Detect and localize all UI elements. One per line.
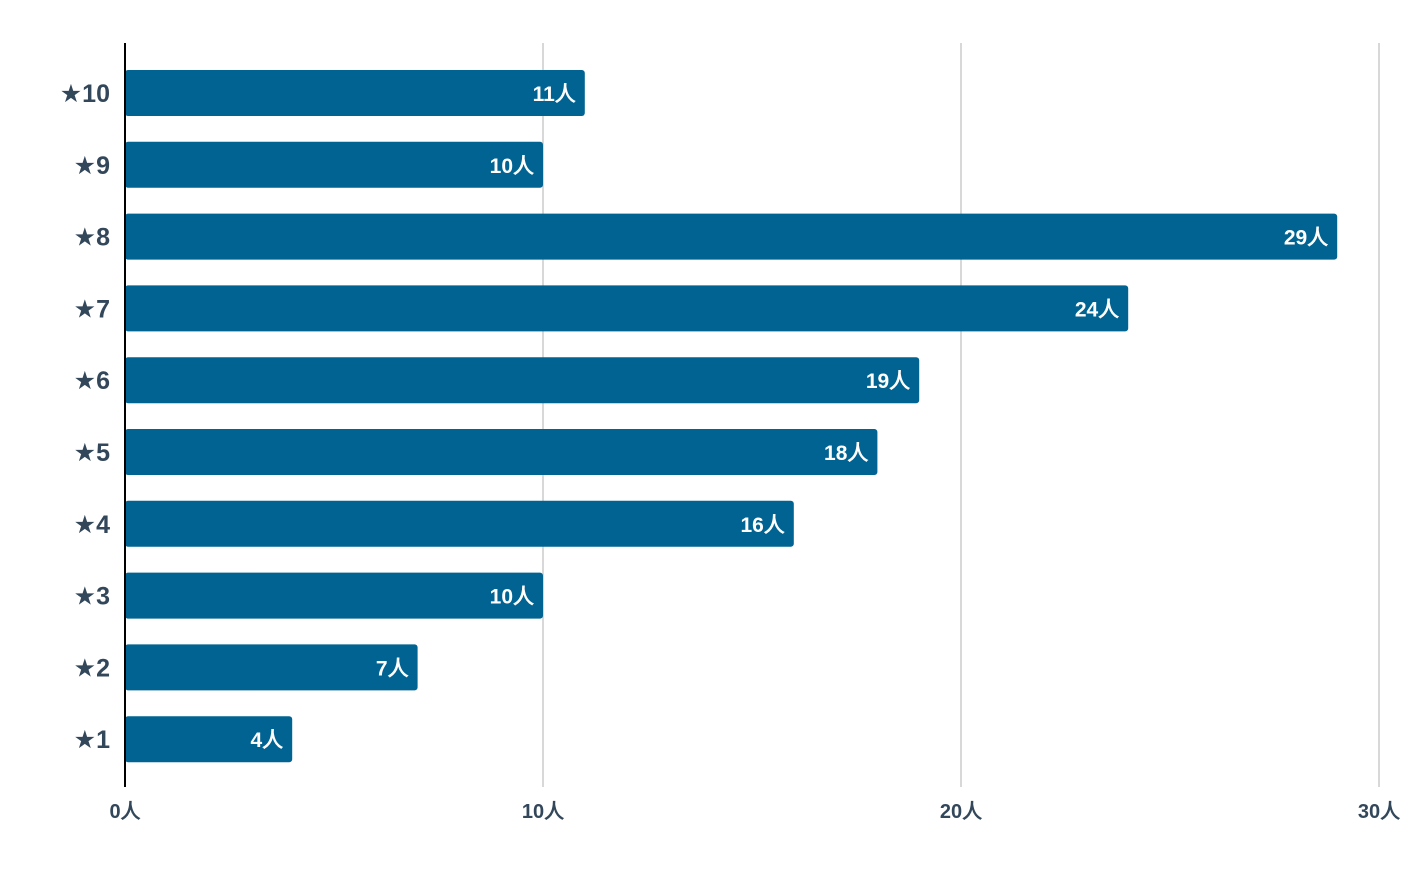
bar — [125, 285, 1129, 332]
bar — [125, 716, 293, 763]
bar — [125, 572, 543, 619]
category-label: ★8 — [74, 224, 110, 252]
category-label: ★6 — [74, 367, 110, 395]
bar-value-label: 18人 — [824, 442, 868, 465]
bar-value-label: 10人 — [490, 586, 534, 609]
category-label: ★7 — [74, 295, 110, 323]
bars — [125, 70, 1338, 763]
x-tick-label: 20人 — [940, 800, 983, 823]
category-label: ★9 — [74, 152, 110, 180]
bar-value-label: 24人 — [1075, 298, 1119, 321]
category-label: ★1 — [74, 726, 110, 754]
bar-value-label: 10人 — [490, 155, 534, 178]
bar — [125, 429, 878, 475]
x-tick-label: 0人 — [109, 800, 141, 823]
labels: 0人 10人 20人 30人 11人 ★10 10人 ★9 29人 ★8 24人 ★7 19人 ★6 18人… — [60, 80, 1401, 823]
category-label: ★10 — [60, 80, 110, 108]
bar-value-label: 19人 — [866, 370, 910, 393]
bar-value-label: 11人 — [533, 83, 576, 106]
gridlines — [542, 43, 1380, 787]
bar — [125, 500, 794, 547]
bar — [125, 70, 585, 116]
bar-value-label: 7人 — [376, 657, 409, 680]
bar — [125, 141, 543, 188]
category-label: ★4 — [74, 511, 110, 539]
bar — [125, 213, 1338, 260]
x-tick-label: 10人 — [522, 800, 565, 823]
category-label: ★3 — [74, 583, 110, 611]
x-tick-label: 30人 — [1358, 800, 1401, 823]
category-label: ★5 — [74, 439, 110, 467]
bar-value-label: 29人 — [1284, 227, 1328, 250]
bar — [125, 357, 920, 404]
bar-value-label: 16人 — [740, 514, 784, 537]
bar — [125, 644, 418, 691]
category-label: ★2 — [74, 654, 110, 682]
bar-value-label: 4人 — [251, 729, 284, 752]
